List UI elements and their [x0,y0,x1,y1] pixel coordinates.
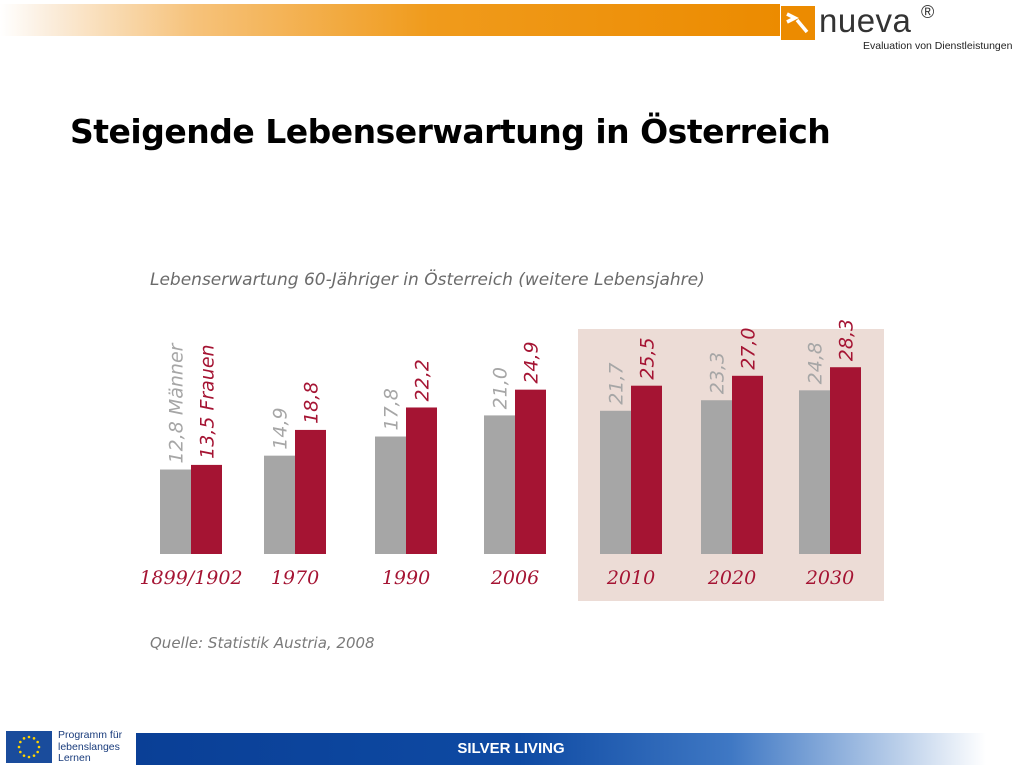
eu-program-line: lebenslanges [58,740,120,753]
category-label: 1990 [382,567,430,589]
data-label: 22,2 [412,359,434,401]
data-label: 27,0 [738,327,760,369]
data-label: 13,5 Frauen [197,344,219,459]
data-label: 14,9 [270,407,292,449]
bar-männer [264,455,295,554]
eu-star-icon [17,745,21,749]
logo-tagline: Evaluation von Dienstleistungen [863,40,1013,52]
eu-star-icon [19,750,22,754]
bar-frauen [406,407,437,554]
data-label: 18,8 [301,382,323,424]
data-label: 17,8 [381,388,403,430]
bar-männer [375,436,406,554]
data-label: 24,8 [805,342,827,384]
eu-star-icon [27,755,31,759]
category-label: 2010 [606,567,655,589]
category-label: 1970 [271,567,319,589]
eu-program-line: Lernen [58,752,91,764]
bar-frauen [631,385,662,554]
eu-star-icon [27,735,31,739]
category-label: 2020 [707,567,756,589]
eu-star-icon [22,737,26,740]
bar-männer [160,469,191,554]
data-label: 21,7 [606,362,628,404]
eu-star-icon [36,750,39,754]
eu-star-icon [19,740,22,744]
footer-label: SILVER LIVING [457,740,565,757]
nueva-logo-icon [781,6,815,40]
data-label: 12,8 Männer [166,342,188,463]
bar-männer [484,415,515,554]
eu-flag-icon [6,731,52,763]
data-label: 21,0 [490,367,512,409]
eu-star-icon [37,745,41,749]
category-label: 1899/1902 [139,567,242,589]
bar-männer [799,390,830,554]
bar-frauen [191,464,222,554]
data-label: 23,3 [707,352,729,394]
eu-star-icon [22,754,26,757]
eu-star-icon [36,740,39,744]
data-label: 24,9 [521,341,543,383]
eu-program-text: Programm für lebenslanges Lernen [58,729,123,765]
bar-männer [701,400,732,554]
logo-registered-mark: ® [921,2,935,22]
header-gradient-bar [0,4,780,36]
slide-title: Steigende Lebenserwartung in Österreich [70,112,831,151]
category-label: 2006 [490,567,539,589]
bar-frauen [295,429,326,554]
eu-star-icon [32,737,36,740]
eu-program-logo: Programm für lebenslanges Lernen [6,729,136,765]
chart-source: Quelle: Statistik Austria, 2008 [150,634,375,652]
chart-title: Lebenserwartung 60-Jähriger in Österreic… [150,268,705,290]
nueva-logo: nueva ® Evaluation von Dienstleistungen [781,2,1024,62]
bar-frauen [515,389,546,554]
category-label: 2030 [805,567,854,589]
data-label: 25,5 [637,337,659,379]
bar-frauen [732,375,763,554]
bar-frauen [830,367,861,554]
footer-bar: SILVER LIVING [136,733,986,765]
eu-program-line: Programm für [58,729,123,741]
bar-männer [600,410,631,554]
eu-star-icon [32,754,36,757]
logo-name: nueva [819,2,912,39]
data-label: 28,3 [836,319,858,361]
